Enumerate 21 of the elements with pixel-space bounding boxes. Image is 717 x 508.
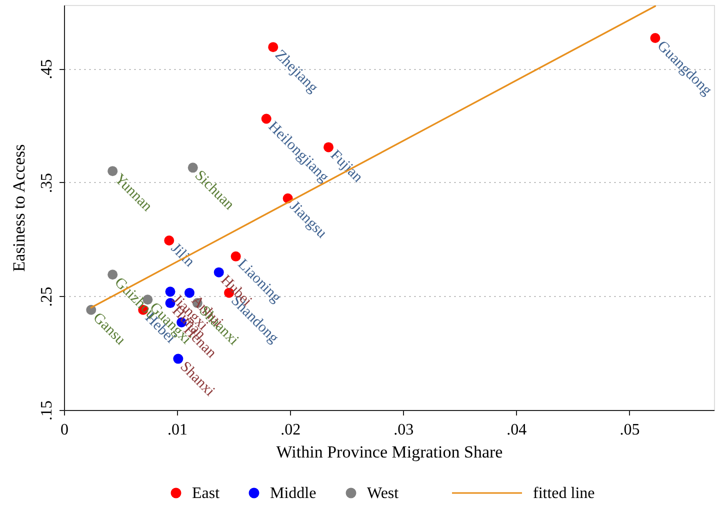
y-tick-label: .15 xyxy=(38,400,56,420)
point xyxy=(173,354,184,364)
legend-label: Middle xyxy=(270,485,316,502)
y-tick-label: .35 xyxy=(38,172,56,193)
y-tick-label: .45 xyxy=(38,59,56,80)
x-tick-label: .02 xyxy=(280,422,301,438)
y-tick-label: .25 xyxy=(38,286,56,307)
y-axis-title: Easiness to Access xyxy=(10,144,28,272)
point xyxy=(108,270,118,280)
legend-label: fitted line xyxy=(533,485,595,502)
x-tick-label: 0 xyxy=(60,422,68,438)
point xyxy=(86,304,96,315)
legend-label: West xyxy=(367,485,400,502)
point xyxy=(108,166,118,176)
x-tick-label: .03 xyxy=(394,422,414,438)
point xyxy=(650,33,660,43)
x-axis-title: Within Province Migration Share xyxy=(276,442,503,462)
legend-label: East xyxy=(192,485,220,502)
x-tick-label: .04 xyxy=(506,422,527,438)
x-tick-label: .05 xyxy=(620,422,640,438)
x-tick-label: .01 xyxy=(168,422,188,438)
